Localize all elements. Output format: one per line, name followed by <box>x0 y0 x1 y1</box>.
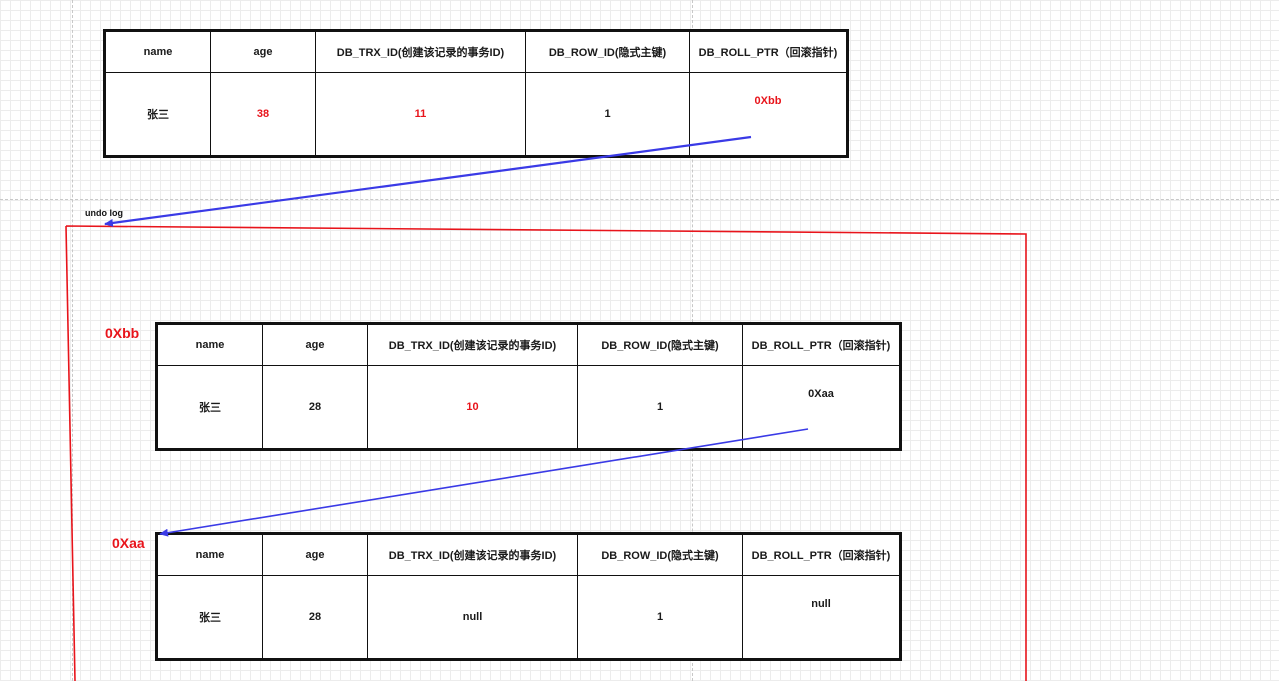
header-roll-ptr: DB_ROLL_PTR（回滚指针) <box>689 30 848 73</box>
guide-line-vertical <box>72 0 73 681</box>
cell-row-id: 1 <box>577 575 743 660</box>
cell-trx-id: 11 <box>315 72 526 157</box>
cell-trx-id: 10 <box>367 365 578 450</box>
cell-name: 张三 <box>156 365 263 450</box>
cell-age: 28 <box>262 575 368 660</box>
guide-line-horizontal <box>0 199 1279 200</box>
cell-age: 28 <box>262 365 368 450</box>
table-row: 张三 28 null 1 null <box>156 575 901 660</box>
header-trx-id: DB_TRX_ID(创建该记录的事务ID) <box>367 533 578 576</box>
cell-roll-ptr: 0Xaa <box>742 365 901 450</box>
cell-age: 38 <box>210 72 316 157</box>
cell-trx-id: null <box>367 575 578 660</box>
cell-roll-ptr: 0Xbb <box>689 72 848 157</box>
header-name: name <box>156 533 263 576</box>
table-row: 张三 38 11 1 0Xbb <box>104 72 848 157</box>
cell-name: 张三 <box>156 575 263 660</box>
table-header-row: name age DB_TRX_ID(创建该记录的事务ID) DB_ROW_ID… <box>156 533 901 576</box>
header-trx-id: DB_TRX_ID(创建该记录的事务ID) <box>315 30 526 73</box>
undo-record-address: 0Xaa <box>112 535 145 551</box>
undo-log-label: undo log <box>85 208 123 218</box>
undo-record-table: name age DB_TRX_ID(创建该记录的事务ID) DB_ROW_ID… <box>155 532 902 661</box>
header-row-id: DB_ROW_ID(隐式主键) <box>577 533 743 576</box>
header-roll-ptr: DB_ROLL_PTR（回滚指针) <box>742 533 901 576</box>
undo-record-address: 0Xbb <box>105 325 140 341</box>
header-roll-ptr: DB_ROLL_PTR（回滚指针) <box>742 323 901 366</box>
table-row: 张三 28 10 1 0Xaa <box>156 365 901 450</box>
header-row-id: DB_ROW_ID(隐式主键) <box>525 30 690 73</box>
table-header-row: name age DB_TRX_ID(创建该记录的事务ID) DB_ROW_ID… <box>104 30 848 73</box>
cell-roll-ptr: null <box>742 575 901 660</box>
cell-name: 张三 <box>104 72 211 157</box>
header-age: age <box>262 323 368 366</box>
header-name: name <box>104 30 211 73</box>
current-row-table: name age DB_TRX_ID(创建该记录的事务ID) DB_ROW_ID… <box>103 29 849 158</box>
header-name: name <box>156 323 263 366</box>
header-trx-id: DB_TRX_ID(创建该记录的事务ID) <box>367 323 578 366</box>
header-row-id: DB_ROW_ID(隐式主键) <box>577 323 743 366</box>
cell-row-id: 1 <box>577 365 743 450</box>
header-age: age <box>262 533 368 576</box>
cell-row-id: 1 <box>525 72 690 157</box>
undo-record-table: name age DB_TRX_ID(创建该记录的事务ID) DB_ROW_ID… <box>155 322 902 451</box>
table-header-row: name age DB_TRX_ID(创建该记录的事务ID) DB_ROW_ID… <box>156 323 901 366</box>
header-age: age <box>210 30 316 73</box>
